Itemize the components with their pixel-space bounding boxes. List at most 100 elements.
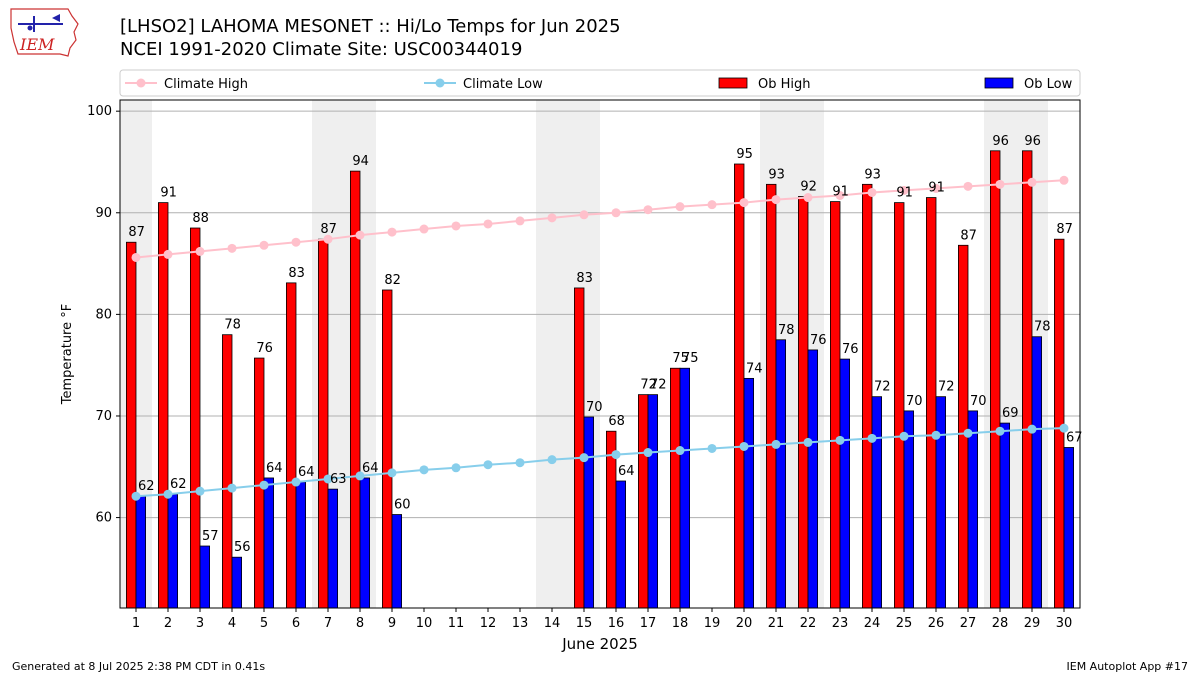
ob-high-label: 93 xyxy=(768,167,785,182)
climate-high-point xyxy=(291,237,301,247)
climate-high-point xyxy=(1027,177,1037,187)
x-tick-label: 12 xyxy=(480,616,497,631)
y-tick-label: 100 xyxy=(87,104,112,119)
climate-low-line xyxy=(135,427,1065,498)
ob-low-label: 62 xyxy=(138,479,155,494)
ob-high-label: 93 xyxy=(864,167,881,182)
ob-high-bar xyxy=(990,150,1001,609)
climate-low-point xyxy=(323,474,333,484)
climate-low-point xyxy=(643,448,653,458)
climate-low-point xyxy=(899,431,909,441)
plot-frame xyxy=(119,99,1081,609)
climate-high-line xyxy=(135,179,1065,259)
y-tick-label: 80 xyxy=(95,307,112,322)
ob-high-label: 68 xyxy=(608,414,625,429)
ob-high-bar xyxy=(221,334,233,609)
ob-low-label: 64 xyxy=(266,461,283,476)
climate-high-point xyxy=(675,202,685,212)
ob-high-label: 96 xyxy=(1024,134,1041,149)
legend-label: Ob High xyxy=(758,77,811,92)
x-tick-label: 2 xyxy=(164,616,172,631)
climate-low-point xyxy=(451,463,461,473)
x-tick-label: 15 xyxy=(576,616,593,631)
ob-low-label: 72 xyxy=(938,380,955,395)
climate-low-point xyxy=(227,483,237,493)
ob-high-label: 91 xyxy=(896,186,913,201)
climate-high-point xyxy=(547,213,557,223)
chart-title: [LHSO2] LAHOMA MESONET :: Hi/Lo Temps fo… xyxy=(120,16,621,37)
climate-high-point xyxy=(899,185,909,195)
climate-high-point xyxy=(163,249,173,259)
x-tick-label: 21 xyxy=(768,616,785,631)
climate-low-point xyxy=(803,437,813,447)
ob-high-bar xyxy=(574,287,585,609)
ob-low-bar xyxy=(679,367,691,609)
ob-high-label: 75 xyxy=(672,351,689,366)
climate-high-point xyxy=(323,234,333,244)
ob-low-label: 63 xyxy=(330,472,347,487)
x-tick-label: 5 xyxy=(260,616,268,631)
climate-low-point xyxy=(259,480,269,490)
ob-high-label: 76 xyxy=(256,341,273,356)
iem-logo: IEM xyxy=(10,8,79,57)
x-tick-label: 3 xyxy=(196,616,204,631)
ob-low-label: 70 xyxy=(586,400,603,415)
climate-high-point xyxy=(579,210,589,220)
climate-low-point xyxy=(195,486,205,496)
ob-high-bar xyxy=(670,367,681,609)
x-axis-label: June 2025 xyxy=(561,635,638,653)
climate-high-point xyxy=(771,195,781,205)
climate-low-point xyxy=(547,455,557,465)
ob-low-bar xyxy=(807,349,819,609)
ob-high-label: 91 xyxy=(160,186,177,201)
climate-high-point xyxy=(131,252,141,262)
ob-low-bar xyxy=(1031,336,1043,609)
climate-low-point xyxy=(931,430,941,440)
x-tick-label: 25 xyxy=(896,616,913,631)
ob-low-label: 60 xyxy=(394,498,411,513)
climate-high-point xyxy=(835,191,845,201)
logo-text: IEM xyxy=(19,35,55,54)
weekend-shade xyxy=(536,100,568,608)
x-tick-label: 16 xyxy=(608,616,625,631)
x-tick-label: 18 xyxy=(672,616,689,631)
climate-high-point xyxy=(451,221,461,231)
ob-low-bar xyxy=(871,396,883,609)
ob-low-bar xyxy=(967,410,979,609)
ob-low-bar xyxy=(263,477,275,609)
ob-high-label: 96 xyxy=(992,134,1009,149)
ob-high-label: 91 xyxy=(928,181,945,196)
ob-high-label: 92 xyxy=(800,180,817,195)
app-credit: IEM Autoplot App #17 xyxy=(1066,660,1189,673)
x-tick-label: 13 xyxy=(512,616,529,631)
ob-high-bar xyxy=(638,394,649,609)
x-tick-label: 20 xyxy=(736,616,753,631)
y-tick-label: 70 xyxy=(95,409,112,424)
ob-low-bar xyxy=(167,493,179,609)
climate-low-point xyxy=(131,491,141,501)
ob-high-label: 91 xyxy=(832,185,849,200)
climate-high-point xyxy=(195,246,205,256)
x-tick-label: 22 xyxy=(800,616,817,631)
ob-low-label: 70 xyxy=(970,394,987,409)
ob-high-label: 87 xyxy=(960,228,977,243)
ob-low-label: 72 xyxy=(650,378,667,393)
x-tick-label: 27 xyxy=(960,616,977,631)
climate-high-point xyxy=(483,219,493,229)
climate-low-point xyxy=(1059,423,1069,433)
climate-low-point xyxy=(835,435,845,445)
legend-swatch-marker xyxy=(435,78,445,88)
x-tick-label: 7 xyxy=(324,616,332,631)
ob-high-bar xyxy=(381,289,393,609)
climate-low-point xyxy=(163,489,173,499)
ob-high-label: 87 xyxy=(320,222,337,237)
ob-high-label: 88 xyxy=(192,211,209,226)
x-tick-label: 26 xyxy=(928,616,945,631)
ob-low-label: 72 xyxy=(874,380,891,395)
y-tick-label: 60 xyxy=(95,511,112,526)
ob-low-label: 64 xyxy=(362,461,379,476)
ob-high-bar xyxy=(734,163,745,609)
generated-timestamp: Generated at 8 Jul 2025 2:38 PM CDT in 0… xyxy=(12,660,266,673)
climate-low-point xyxy=(355,471,365,481)
ob-low-bar xyxy=(359,477,371,609)
